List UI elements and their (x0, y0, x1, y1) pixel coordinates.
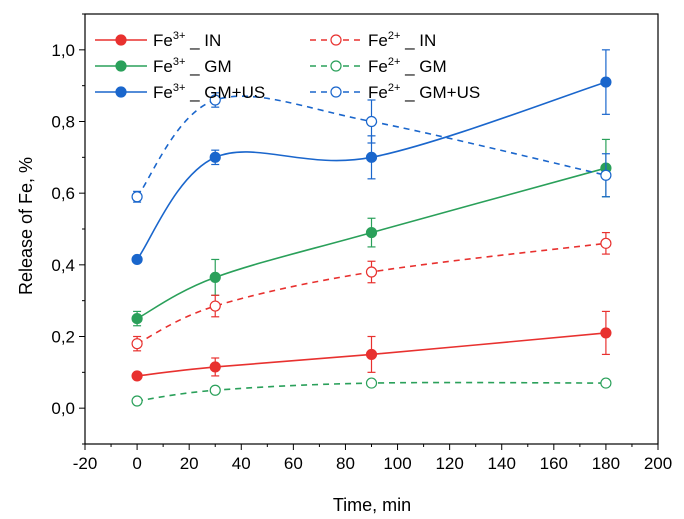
series-fe-2-gm (131, 377, 612, 407)
x-tick-label: 120 (435, 454, 463, 473)
chart-legend: Fe3+ _ IN Fe3+ _ GM Fe3+ _ GM+US Fe2+ _ IN F… (95, 30, 480, 102)
chart-axes: -20 0 20 40 60 80 100 120 140 160 180 200 0,0 0,2 0,4 0… (51, 13, 672, 473)
series-line-fe-2-in (136, 242, 607, 345)
data-point (131, 338, 143, 350)
data-point (600, 76, 612, 88)
data-point (209, 94, 221, 106)
x-axis-label: Time, min (333, 495, 411, 515)
series-line-fe-3-gm (136, 167, 607, 320)
x-tick-label: 80 (336, 454, 355, 473)
y-tick-label: 0,4 (51, 256, 75, 275)
legend-entry-fe-3-in: Fe3+ _ IN (95, 30, 221, 50)
legend-marker (115, 86, 127, 98)
data-point (600, 169, 612, 181)
x-tick-label: 0 (132, 454, 141, 473)
data-point (365, 151, 378, 163)
legend-marker (330, 60, 342, 72)
legend-label: Fe3+ _ GM (153, 56, 232, 76)
legend-label: Fe2+ _ GM+US (368, 82, 480, 102)
legend-marker (115, 34, 127, 46)
data-point (600, 237, 612, 249)
x-tick-label: 140 (488, 454, 516, 473)
legend-marker (330, 34, 342, 46)
legend-marker (330, 86, 342, 98)
series-fe-2-in (131, 231, 612, 352)
data-point (365, 348, 378, 361)
series-fe-2-gm-us (131, 92, 612, 203)
legend-entry-fe-3-gm: Fe3+ _ GM (95, 56, 232, 76)
x-tick-label: -20 (73, 454, 98, 473)
data-point (209, 361, 221, 373)
legend-entry-fe-3-gm-us: Fe3+ _ GM+US (95, 82, 265, 102)
series-fe-3-gm (131, 138, 612, 327)
series-line-fe-3-in (136, 332, 606, 377)
data-point (209, 300, 221, 312)
legend-entry-fe-2-gm-us: Fe2+ _ GM+US (310, 82, 480, 102)
data-point (365, 377, 378, 389)
legend-entry-fe-2-in: Fe2+ _ IN (310, 30, 436, 50)
y-tick-label: 0,8 (51, 113, 75, 132)
legend-marker (115, 60, 127, 72)
series-fe-3-in (131, 310, 612, 382)
data-point (209, 384, 221, 396)
legend-label: Fe3+ _ GM+US (153, 82, 265, 102)
legend-entry-fe-2-gm: Fe2+ _ GM (310, 56, 447, 76)
data-point (209, 151, 221, 163)
legend-label: Fe2+ _ IN (368, 30, 436, 50)
x-tick-label: 180 (592, 454, 620, 473)
data-point (365, 115, 378, 128)
legend-label: Fe3+ _ IN (153, 30, 221, 50)
data-point (131, 370, 143, 382)
y-tick-label: 0,2 (51, 328, 75, 347)
data-point (365, 226, 378, 239)
x-tick-label: 60 (284, 454, 303, 473)
data-point (209, 271, 221, 283)
x-tick-label: 40 (232, 454, 251, 473)
series-line-fe-2-gm (136, 381, 606, 402)
data-point (600, 327, 612, 339)
x-tick-label: 100 (383, 454, 411, 473)
series-line-fe-3-gm-us (136, 81, 607, 260)
x-tick-label: 160 (540, 454, 568, 473)
chart-marks (131, 49, 612, 407)
x-tick-label: 20 (180, 454, 199, 473)
series-line-fe-2-gm-us (136, 95, 607, 198)
data-point (131, 312, 143, 325)
y-tick-label: 0,0 (51, 399, 75, 418)
data-point (131, 395, 143, 407)
y-tick-label: 0,6 (51, 184, 75, 203)
data-point (600, 377, 612, 389)
y-axis-label: Release of Fe, % (16, 157, 36, 295)
y-tick-label: 1,0 (51, 41, 75, 60)
data-point (131, 253, 143, 266)
data-point (131, 191, 143, 203)
series-fe-3-gm-us (131, 49, 612, 266)
legend-label: Fe2+ _ GM (368, 56, 447, 76)
data-point (365, 266, 378, 278)
x-tick-label: 200 (644, 454, 672, 473)
